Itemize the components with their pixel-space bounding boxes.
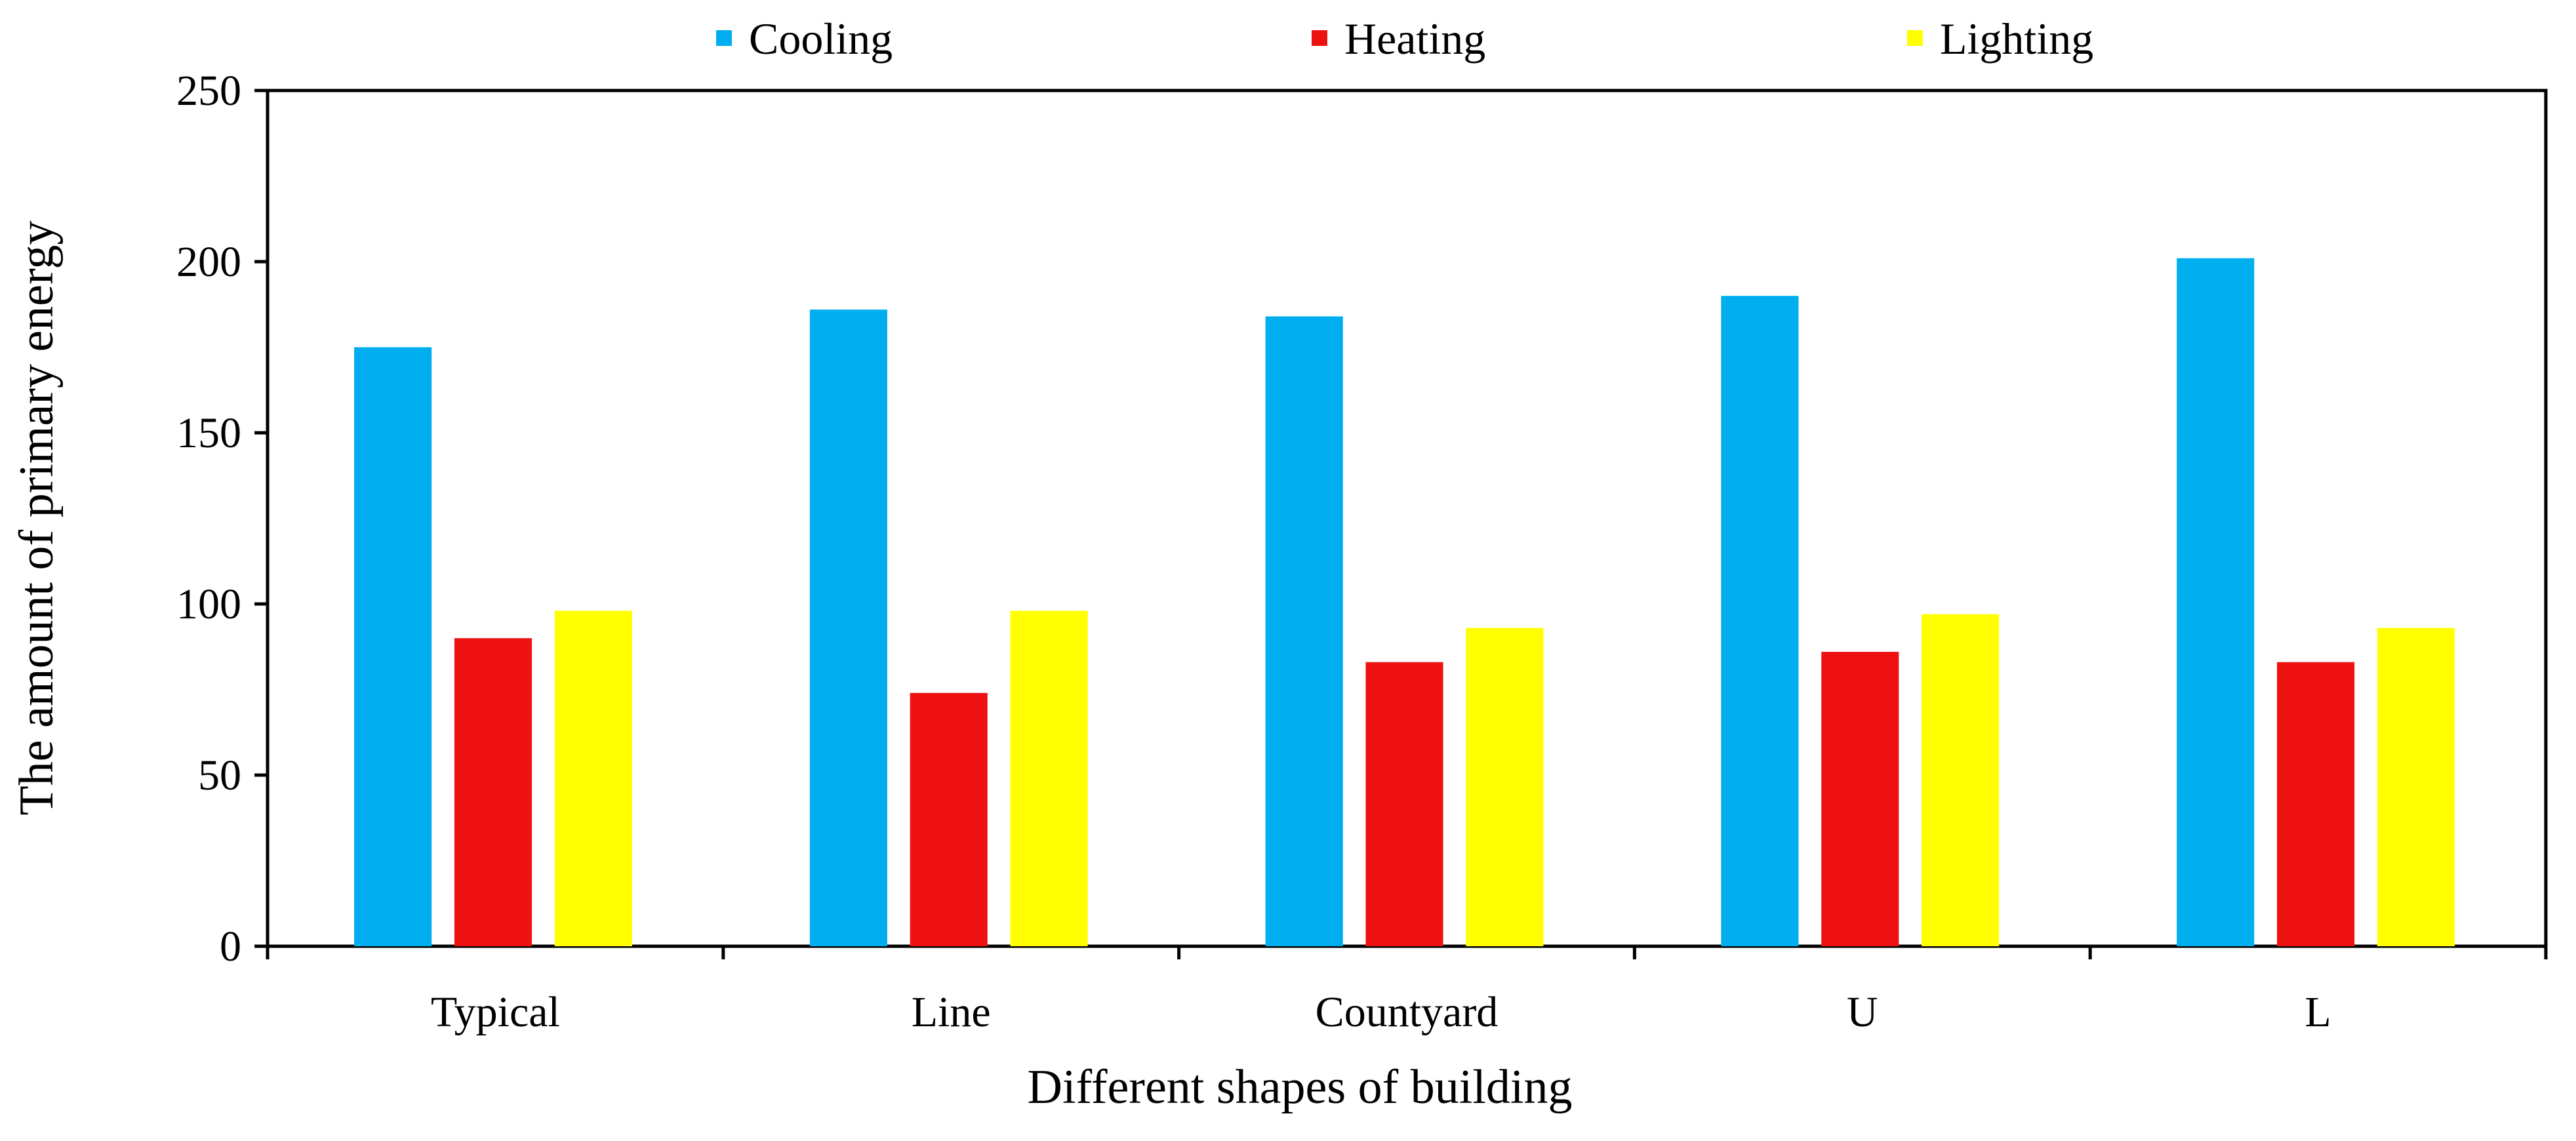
y-tick-label: 50 <box>198 751 241 799</box>
bar-lighting-u <box>1922 614 2000 946</box>
x-axis: Typical Line Countyard U L <box>266 946 2548 1036</box>
bar-cooling-u <box>1721 296 1799 946</box>
y-tick-label: 100 <box>176 580 241 628</box>
bar-lighting-l <box>2377 628 2455 946</box>
legend-swatch-heating <box>1312 30 1327 46</box>
legend-item-cooling: Cooling <box>716 14 893 64</box>
bar-heating-countyard <box>1365 662 1443 946</box>
x-axis-title: Different shapes of building <box>1028 1060 1573 1114</box>
bar-heating-line <box>910 692 988 946</box>
legend-label-heating: Heating <box>1344 14 1485 64</box>
x-tick-label-countyard: Countyard <box>1316 988 1499 1036</box>
y-tick-label: 0 <box>220 923 241 971</box>
legend-label-cooling: Cooling <box>749 14 893 64</box>
legend-label-lighting: Lighting <box>1940 14 2093 64</box>
x-tick-label-typical: Typical <box>431 988 560 1036</box>
bar-lighting-countyard <box>1466 628 1544 946</box>
bar-heating-l <box>2277 662 2355 946</box>
y-tick-label: 150 <box>176 409 241 457</box>
legend-swatch-lighting <box>1907 30 1923 46</box>
bar-heating-typical <box>454 638 532 946</box>
legend-swatch-cooling <box>716 30 732 46</box>
bar-lighting-typical <box>554 611 632 946</box>
legend: Cooling Heating Lighting <box>716 14 2093 64</box>
bar-cooling-countyard <box>1265 316 1343 946</box>
bar-cooling-l <box>2177 258 2255 946</box>
y-axis-title: The amount of primary energy <box>10 221 64 816</box>
bar-cooling-line <box>809 310 887 947</box>
x-tick-label-l: L <box>2304 988 2331 1036</box>
legend-item-lighting: Lighting <box>1907 14 2093 64</box>
y-tick-label: 200 <box>176 238 241 286</box>
bars-group <box>354 258 2455 947</box>
x-tick-label-u: U <box>1847 988 1878 1036</box>
bar-cooling-typical <box>354 347 432 946</box>
bar-heating-u <box>1821 652 1899 946</box>
legend-item-heating: Heating <box>1312 14 1485 64</box>
x-tick-label-line: Line <box>912 988 991 1036</box>
bar-lighting-line <box>1010 611 1088 946</box>
y-tick-label: 250 <box>176 67 241 115</box>
y-axis: 0 50 100 150 200 250 <box>176 67 268 971</box>
